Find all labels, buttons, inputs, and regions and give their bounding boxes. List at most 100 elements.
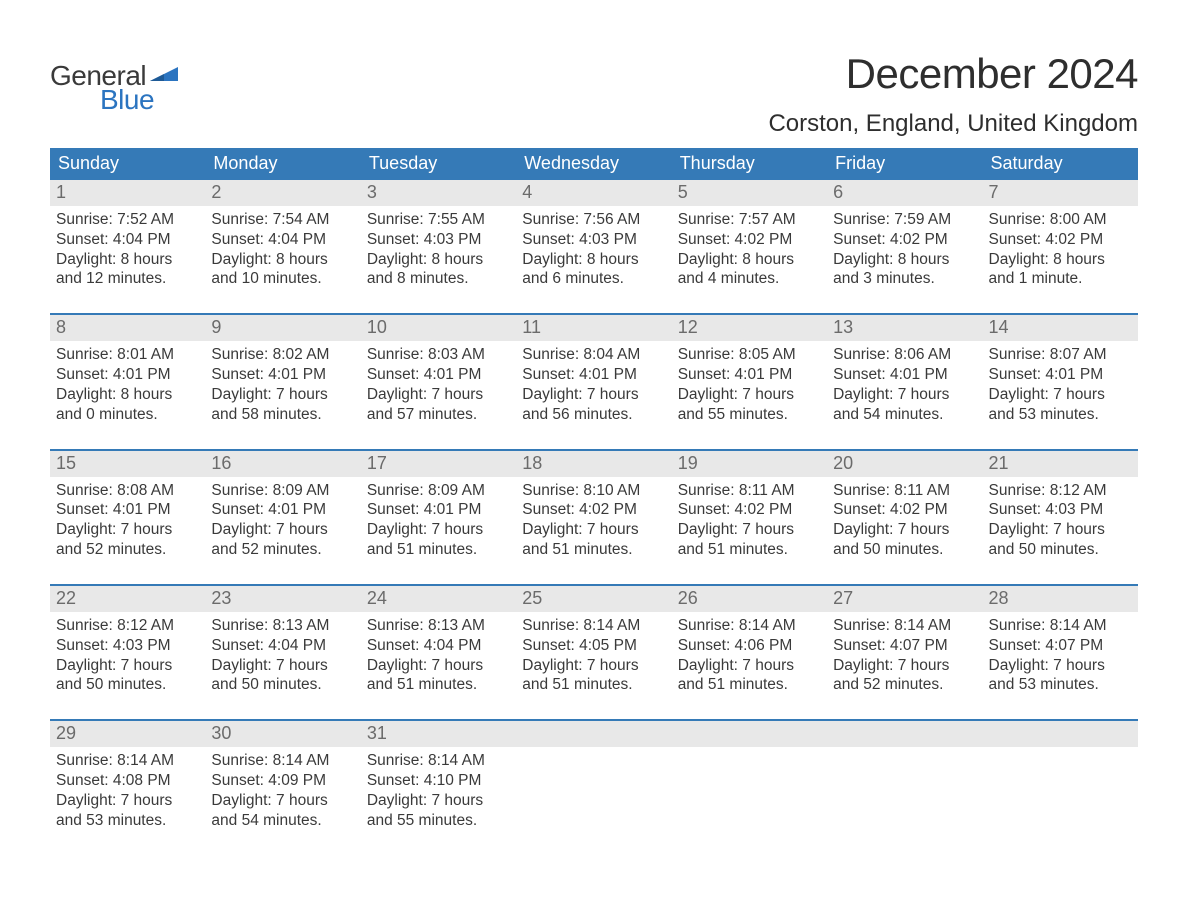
day-cell: 25Sunrise: 8:14 AMSunset: 4:05 PMDayligh…	[516, 586, 671, 705]
day-cell: 1Sunrise: 7:52 AMSunset: 4:04 PMDaylight…	[50, 180, 205, 299]
day-dl1: Daylight: 7 hours	[989, 520, 1132, 540]
day-number: 30	[205, 721, 360, 747]
day-sunrise: Sunrise: 8:14 AM	[989, 616, 1132, 636]
day-cell	[827, 721, 982, 840]
day-dl1: Daylight: 8 hours	[56, 250, 199, 270]
day-sunset: Sunset: 4:04 PM	[211, 230, 354, 250]
day-sunrise: Sunrise: 7:56 AM	[522, 210, 665, 230]
day-number: 9	[205, 315, 360, 341]
day-body: Sunrise: 8:14 AMSunset: 4:10 PMDaylight:…	[361, 747, 516, 830]
day-body: Sunrise: 8:13 AMSunset: 4:04 PMDaylight:…	[205, 612, 360, 695]
day-dl2: and 53 minutes.	[989, 675, 1132, 695]
day-sunrise: Sunrise: 8:02 AM	[211, 345, 354, 365]
day-body: Sunrise: 7:57 AMSunset: 4:02 PMDaylight:…	[672, 206, 827, 289]
day-number: 13	[827, 315, 982, 341]
day-number: 28	[983, 586, 1138, 612]
day-body: Sunrise: 7:59 AMSunset: 4:02 PMDaylight:…	[827, 206, 982, 289]
week-row: 1Sunrise: 7:52 AMSunset: 4:04 PMDaylight…	[50, 180, 1138, 299]
day-number: 5	[672, 180, 827, 206]
day-sunrise: Sunrise: 8:13 AM	[367, 616, 510, 636]
day-cell: 3Sunrise: 7:55 AMSunset: 4:03 PMDaylight…	[361, 180, 516, 299]
day-dl1: Daylight: 7 hours	[211, 520, 354, 540]
weekday-header-row: Sunday Monday Tuesday Wednesday Thursday…	[50, 148, 1138, 180]
day-dl2: and 52 minutes.	[56, 540, 199, 560]
calendar-grid: 1Sunrise: 7:52 AMSunset: 4:04 PMDaylight…	[50, 180, 1138, 841]
day-cell: 9Sunrise: 8:02 AMSunset: 4:01 PMDaylight…	[205, 315, 360, 434]
day-sunset: Sunset: 4:01 PM	[522, 365, 665, 385]
day-cell: 7Sunrise: 8:00 AMSunset: 4:02 PMDaylight…	[983, 180, 1138, 299]
day-dl1: Daylight: 7 hours	[989, 656, 1132, 676]
week-row: 22Sunrise: 8:12 AMSunset: 4:03 PMDayligh…	[50, 584, 1138, 705]
day-cell: 29Sunrise: 8:14 AMSunset: 4:08 PMDayligh…	[50, 721, 205, 840]
day-dl1: Daylight: 8 hours	[367, 250, 510, 270]
day-cell: 16Sunrise: 8:09 AMSunset: 4:01 PMDayligh…	[205, 451, 360, 570]
day-number: 6	[827, 180, 982, 206]
weekday-header: Tuesday	[361, 148, 516, 180]
day-body: Sunrise: 8:09 AMSunset: 4:01 PMDaylight:…	[361, 477, 516, 560]
day-sunset: Sunset: 4:01 PM	[211, 365, 354, 385]
empty-day	[672, 721, 827, 747]
day-body: Sunrise: 8:09 AMSunset: 4:01 PMDaylight:…	[205, 477, 360, 560]
day-cell: 15Sunrise: 8:08 AMSunset: 4:01 PMDayligh…	[50, 451, 205, 570]
day-sunset: Sunset: 4:02 PM	[833, 230, 976, 250]
day-sunrise: Sunrise: 8:11 AM	[678, 481, 821, 501]
day-dl2: and 1 minute.	[989, 269, 1132, 289]
day-sunrise: Sunrise: 8:05 AM	[678, 345, 821, 365]
day-dl2: and 55 minutes.	[678, 405, 821, 425]
day-cell: 14Sunrise: 8:07 AMSunset: 4:01 PMDayligh…	[983, 315, 1138, 434]
day-sunset: Sunset: 4:04 PM	[211, 636, 354, 656]
day-body: Sunrise: 8:14 AMSunset: 4:09 PMDaylight:…	[205, 747, 360, 830]
day-dl2: and 56 minutes.	[522, 405, 665, 425]
day-sunrise: Sunrise: 8:14 AM	[56, 751, 199, 771]
day-dl2: and 50 minutes.	[56, 675, 199, 695]
day-number: 22	[50, 586, 205, 612]
day-cell: 31Sunrise: 8:14 AMSunset: 4:10 PMDayligh…	[361, 721, 516, 840]
day-sunrise: Sunrise: 8:14 AM	[522, 616, 665, 636]
day-body: Sunrise: 8:12 AMSunset: 4:03 PMDaylight:…	[50, 612, 205, 695]
day-sunset: Sunset: 4:03 PM	[56, 636, 199, 656]
day-sunset: Sunset: 4:03 PM	[367, 230, 510, 250]
day-number: 4	[516, 180, 671, 206]
day-sunset: Sunset: 4:02 PM	[833, 500, 976, 520]
day-body: Sunrise: 8:05 AMSunset: 4:01 PMDaylight:…	[672, 341, 827, 424]
weekday-header: Monday	[205, 148, 360, 180]
day-sunset: Sunset: 4:02 PM	[678, 500, 821, 520]
day-dl2: and 0 minutes.	[56, 405, 199, 425]
day-cell: 28 Sunrise: 8:14 AMSunset: 4:07 PMDayligh…	[983, 586, 1138, 705]
weekday-header: Wednesday	[516, 148, 671, 180]
day-sunrise: Sunrise: 8:08 AM	[56, 481, 199, 501]
day-dl1: Daylight: 8 hours	[678, 250, 821, 270]
week-row: 15Sunrise: 8:08 AMSunset: 4:01 PMDayligh…	[50, 449, 1138, 570]
day-sunrise: Sunrise: 8:12 AM	[56, 616, 199, 636]
day-dl1: Daylight: 7 hours	[367, 520, 510, 540]
day-cell: 27Sunrise: 8:14 AMSunset: 4:07 PMDayligh…	[827, 586, 982, 705]
day-body: Sunrise: 8:02 AMSunset: 4:01 PMDaylight:…	[205, 341, 360, 424]
day-body: Sunrise: 8:03 AMSunset: 4:01 PMDaylight:…	[361, 341, 516, 424]
day-body: Sunrise: 8:08 AMSunset: 4:01 PMDaylight:…	[50, 477, 205, 560]
day-sunset: Sunset: 4:03 PM	[522, 230, 665, 250]
day-dl1: Daylight: 7 hours	[833, 656, 976, 676]
day-number: 11	[516, 315, 671, 341]
day-dl1: Daylight: 7 hours	[522, 656, 665, 676]
day-sunset: Sunset: 4:07 PM	[989, 636, 1132, 656]
day-sunrise: Sunrise: 8:11 AM	[833, 481, 976, 501]
day-dl2: and 51 minutes.	[522, 675, 665, 695]
day-number: 8	[50, 315, 205, 341]
day-dl1: Daylight: 7 hours	[211, 791, 354, 811]
day-sunrise: Sunrise: 8:06 AM	[833, 345, 976, 365]
day-body: Sunrise: 8:07 AMSunset: 4:01 PMDaylight:…	[983, 341, 1138, 424]
day-sunrise: Sunrise: 7:55 AM	[367, 210, 510, 230]
day-cell: 10Sunrise: 8:03 AMSunset: 4:01 PMDayligh…	[361, 315, 516, 434]
day-sunset: Sunset: 4:01 PM	[989, 365, 1132, 385]
day-sunset: Sunset: 4:08 PM	[56, 771, 199, 791]
weekday-header: Friday	[827, 148, 982, 180]
weekday-header: Saturday	[983, 148, 1138, 180]
day-number: 20	[827, 451, 982, 477]
day-number: 21	[983, 451, 1138, 477]
day-cell	[983, 721, 1138, 840]
day-sunset: Sunset: 4:09 PM	[211, 771, 354, 791]
day-dl2: and 58 minutes.	[211, 405, 354, 425]
day-cell: 12Sunrise: 8:05 AMSunset: 4:01 PMDayligh…	[672, 315, 827, 434]
day-body: Sunrise: 8:11 AMSunset: 4:02 PMDaylight:…	[827, 477, 982, 560]
day-sunset: Sunset: 4:02 PM	[678, 230, 821, 250]
